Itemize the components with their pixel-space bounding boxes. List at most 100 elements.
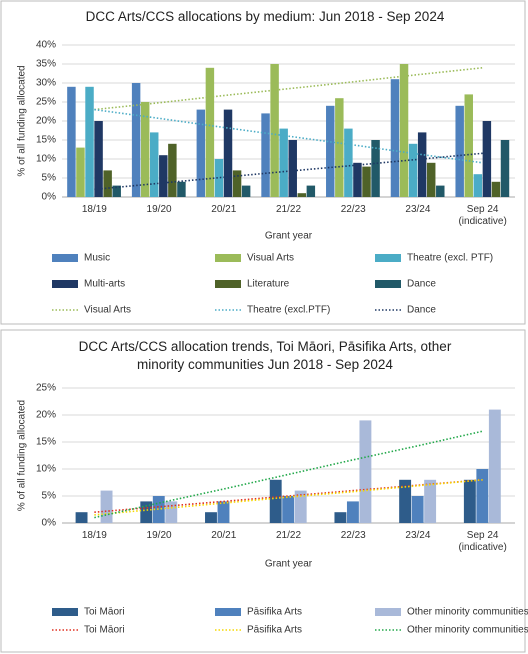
y-tick-label: 20% <box>36 410 56 421</box>
bar <box>463 479 476 523</box>
x-tick-label-box: 22/23 <box>341 204 366 215</box>
x-tick-label: 20/21 <box>211 530 237 541</box>
bar <box>455 105 464 197</box>
bar <box>152 496 165 523</box>
bar <box>426 162 436 197</box>
bar <box>424 479 437 523</box>
y-tick-label: 5% <box>42 491 57 502</box>
bar <box>491 181 501 197</box>
bar <box>205 67 215 197</box>
bar <box>67 86 76 197</box>
y-tick-label: 10% <box>36 464 56 475</box>
legend-label: Theatre (excl. PTF) <box>407 253 493 264</box>
x-tick-label: 18/19 <box>81 204 107 215</box>
bar <box>473 174 483 197</box>
legend-label: Toi Māori <box>84 625 125 636</box>
x-tick-label-box: 18/19 <box>82 530 107 541</box>
legend-label: Other minority communities <box>407 625 528 636</box>
x-tick-label: Sep 24 (indicative) <box>458 204 507 227</box>
bar <box>408 143 418 197</box>
x-tick-label-box: 22/23 <box>340 530 366 541</box>
bar <box>100 490 113 523</box>
legend-swatch <box>52 280 78 288</box>
legend-label: Pāsifika Arts <box>247 625 302 636</box>
bar <box>282 496 295 523</box>
x-tick-label-box: 23/24 <box>405 530 431 541</box>
bar <box>476 469 489 523</box>
x-tick-label-box: 23/24 <box>405 204 431 215</box>
chart-title: DCC Arts/CCS allocation trends, Toi Māor… <box>78 339 452 372</box>
x-tick-label: 21/22 <box>275 530 302 541</box>
x-tick-label-box: Sep 24 (indicative) <box>458 530 507 553</box>
bar <box>335 98 344 197</box>
bar <box>196 109 206 197</box>
legend-swatch <box>52 254 78 262</box>
y-tick-label: 25% <box>36 383 56 394</box>
bar <box>269 479 282 523</box>
bar <box>205 512 217 523</box>
bar <box>159 155 168 197</box>
x-tick-label-box: 20/21 <box>211 204 236 215</box>
y-tick-label: 30% <box>36 78 56 89</box>
chart-title: DCC Arts/CCS allocations by medium: Jun … <box>85 9 445 24</box>
bar <box>217 501 230 523</box>
legend-label: Dance <box>407 279 436 290</box>
bar <box>94 121 103 197</box>
x-tick-label: 23/24 <box>405 204 431 215</box>
bar <box>131 83 141 197</box>
x-tick-label: 23/24 <box>405 530 431 541</box>
y-tick-label: 25% <box>36 97 56 108</box>
legend-label: Visual Arts <box>84 305 131 316</box>
bar <box>353 162 362 197</box>
x-tick-label-box: 20/21 <box>211 530 237 541</box>
bar <box>482 121 492 197</box>
legend-label: Visual Arts <box>247 253 294 264</box>
y-tick-label: 10% <box>36 154 56 165</box>
x-tick-label: Sep 24 (indicative) <box>458 530 507 553</box>
x-tick-label: 22/23 <box>340 530 366 541</box>
panel <box>0 329 526 653</box>
bar <box>346 501 359 523</box>
x-axis-label: Grant year <box>265 559 313 570</box>
y-tick-label: 35% <box>36 59 56 70</box>
bar <box>85 86 94 197</box>
bar <box>362 166 371 197</box>
chart-title-box: DCC Arts/CCS allocation trends, Toi Māor… <box>78 339 452 372</box>
legend-swatch <box>52 608 78 616</box>
bar <box>150 132 159 197</box>
x-tick-label-box: 19/20 <box>146 530 172 541</box>
x-tick-label-box: 19/20 <box>146 204 172 215</box>
bar <box>294 490 307 523</box>
legend-label: Multi-arts <box>84 279 125 290</box>
bar <box>177 181 186 197</box>
x-tick-label-box: Sep 24 (indicative) <box>458 204 507 227</box>
x-tick-label-box: 21/22 <box>276 204 301 215</box>
bar <box>326 105 335 197</box>
bar <box>232 170 242 197</box>
bar <box>436 185 445 197</box>
legend-swatch <box>375 280 401 288</box>
bar <box>344 128 353 197</box>
x-tick-label: 19/20 <box>146 204 172 215</box>
bar <box>371 140 380 197</box>
bar <box>241 185 251 197</box>
y-tick-label: 15% <box>36 135 56 146</box>
y-tick-label: 5% <box>42 173 57 184</box>
bar <box>297 193 307 197</box>
chart-title-box: DCC Arts/CCS allocations by medium: Jun … <box>85 9 445 24</box>
bar <box>359 420 372 523</box>
y-axis-label: % of all funding allocated <box>17 400 28 511</box>
legend-label: Toi Māori <box>84 607 125 618</box>
bar <box>288 140 297 197</box>
legend-label: Pāsifika Arts <box>247 607 302 618</box>
x-tick-label-box: 21/22 <box>275 530 302 541</box>
bar <box>75 512 88 523</box>
bar <box>168 143 177 197</box>
bar <box>223 109 233 197</box>
bar <box>270 64 279 197</box>
bar <box>500 140 510 197</box>
legend-swatch <box>215 280 241 288</box>
x-tick-label: 19/20 <box>146 530 172 541</box>
y-tick-label: 15% <box>36 437 56 448</box>
trend-line <box>94 108 483 164</box>
